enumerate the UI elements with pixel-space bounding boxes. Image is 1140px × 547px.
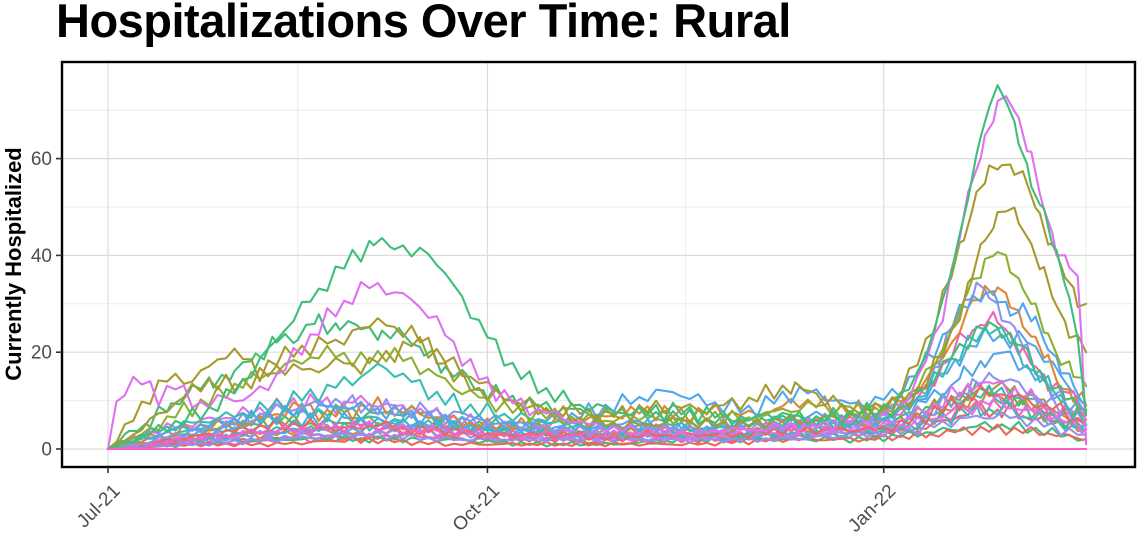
series-line-run-24 [106,423,1088,451]
chart-title: Hospitalizations Over Time: Rural [56,0,791,47]
series-line-run-1 [106,84,1088,451]
series-line-run-11 [106,310,1088,451]
y-tick-label: 40 [31,246,52,267]
series-line-run-28 [106,411,1088,451]
series-line-run-3 [106,163,1088,451]
series-line-run-12 [106,384,1088,451]
x-tick-label: Jul-21 [73,481,124,532]
series-line-run-9 [106,281,1088,451]
series-line-run-2 [106,95,1088,451]
axis-tick-marks [56,157,885,473]
panel-border [60,60,1137,469]
y-tick-label: 0 [41,440,52,461]
y-tick-label: 20 [31,343,52,364]
series-line-run-19 [106,350,1088,451]
series-line-run-8 [106,290,1088,451]
series-line-run-6 [106,251,1088,451]
series-lines [106,84,1088,451]
series-line-run-10 [106,284,1088,451]
x-tick-label: Jan-22 [844,481,900,537]
x-tick-label: Oct-21 [449,481,504,536]
y-tick-label: 60 [31,149,52,170]
y-axis-title: Currently Hospitalized [1,147,26,380]
